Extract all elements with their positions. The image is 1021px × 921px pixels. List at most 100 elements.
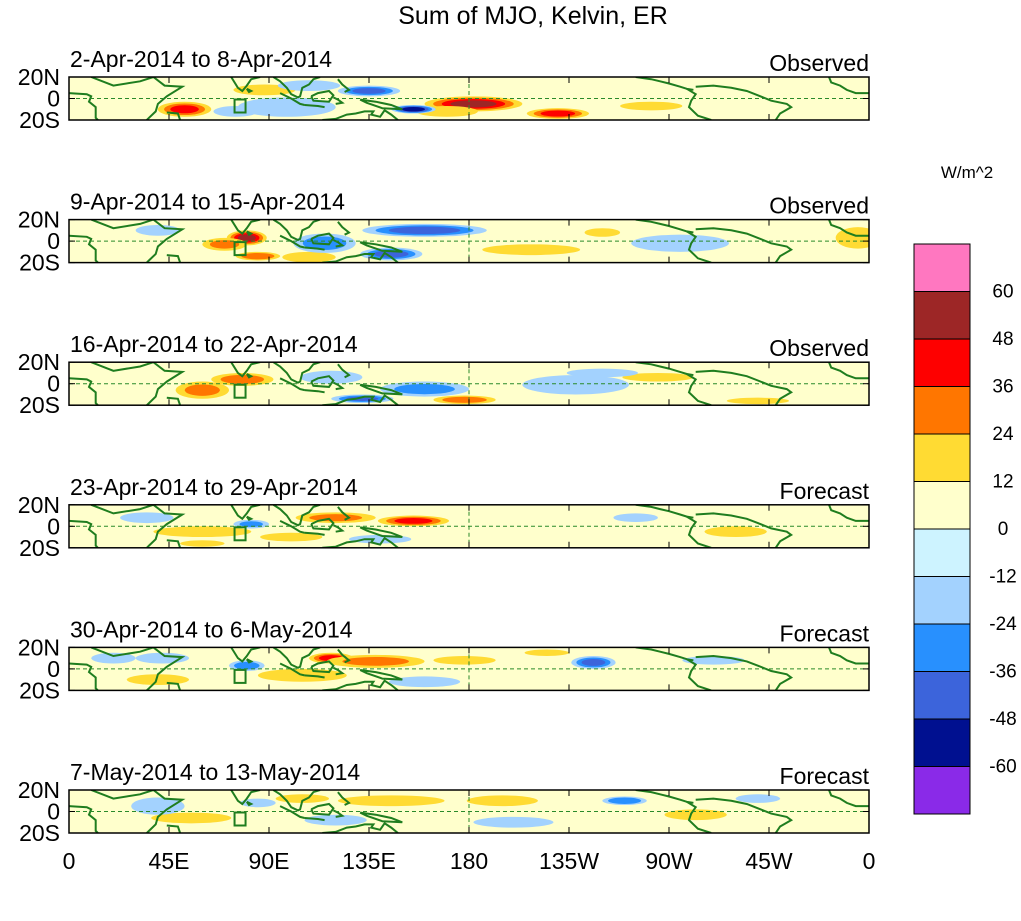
anomaly-contour [151,812,232,824]
anomaly-3-10 [566,368,638,378]
status-label: Forecast [780,763,870,789]
anomaly-5-4 [126,674,189,686]
colorbar-swatch [913,718,971,767]
coastline [337,221,351,236]
coastline [69,519,99,548]
anomaly-2-7 [835,227,869,249]
coastline [90,504,186,548]
coastline [90,77,186,120]
anomaly-1-10 [213,106,258,117]
anomaly-6-1 [337,795,445,807]
anomaly-contour [126,674,189,686]
coastline [686,87,712,120]
coastlines [69,504,869,548]
lat-tick-label: 20N [18,349,60,375]
colorbar-swatch [913,528,971,577]
colorbar-label: 12 [992,472,1013,493]
status-label: Observed [769,193,869,219]
coastline [90,790,186,833]
coastline [245,373,254,379]
coastline [166,824,182,833]
anomaly-contour [213,106,258,117]
anomaly-contour [275,794,330,803]
anomaly-contour [91,652,136,664]
coastline [245,658,254,664]
anomaly-5-7 [571,656,616,669]
coastline [322,536,399,548]
anomaly-4-5 [260,532,323,542]
coastline [359,383,403,396]
colorbar-swatch [913,291,971,340]
anomaly-contour [664,809,727,821]
anomaly-contour [726,397,790,405]
coastline [166,254,182,263]
anomaly-contour [566,368,638,378]
anomaly-6-11 [735,794,781,803]
coastlines [69,790,869,833]
coastline [272,219,321,242]
coastline [337,506,351,521]
anomaly-contour [581,658,606,666]
coastline [359,669,403,681]
anomaly-contour [237,97,336,117]
anomaly-6-8 [131,797,185,815]
anomaly-contour [389,676,461,688]
coastline [828,362,869,380]
coastline [166,111,182,120]
period-label: 23-Apr-2014 to 29-Apr-2014 [70,474,358,500]
anomaly-contour [482,244,581,256]
coastlines [69,362,869,406]
coastline [69,92,99,120]
lat-tick-label: 0 [47,799,60,825]
anomaly-contour [234,661,260,670]
coastline [90,647,186,691]
coastline [230,790,261,806]
colorbar-label: 0 [998,519,1009,540]
anomaly-contour [184,384,220,396]
coastline [337,363,351,379]
anomaly-2-4 [282,251,336,263]
anomaly-4-10 [613,513,658,522]
colorbar-swatch [913,386,971,435]
lat-tick-label: 20S [19,535,60,561]
anomaly-1-6 [620,101,683,111]
coastline [245,800,254,807]
lat-tick-label: 20N [18,207,60,233]
anomaly-contour [394,383,455,395]
coastline [686,658,712,691]
coastline [695,369,794,406]
anomaly-contour [608,797,642,804]
coastline [230,504,261,521]
coastline [279,92,305,106]
status-label: Observed [769,50,869,76]
coastline [230,77,261,93]
coastline [304,389,325,394]
region-box [233,383,247,399]
lat-tick-label: 20S [19,392,60,418]
coastline [322,251,399,263]
anomaly-contour [835,227,869,249]
anomaly-contour [282,251,336,263]
status-label: Observed [769,335,869,361]
lon-tick-label: 45E [149,848,190,874]
coastline [304,246,325,251]
coastline [310,232,335,246]
lat-tick-label: 20S [19,107,60,133]
coastline [304,104,325,109]
coastline [304,531,325,536]
coastline [828,790,869,808]
anomaly-6-6 [602,796,647,806]
coastline [230,219,261,235]
anomaly-4-7 [704,526,767,538]
period-label: 9-Apr-2014 to 15-Apr-2014 [70,189,345,215]
coastline [272,362,321,384]
anomaly-1-7 [391,104,436,114]
lat-tick-label: 20S [19,250,60,276]
coastline [310,802,335,816]
anomaly-3-7 [380,381,469,397]
anomaly-1-8 [337,85,401,97]
lon-tick-label: 90E [249,848,290,874]
colorbar-swatch [913,481,971,530]
